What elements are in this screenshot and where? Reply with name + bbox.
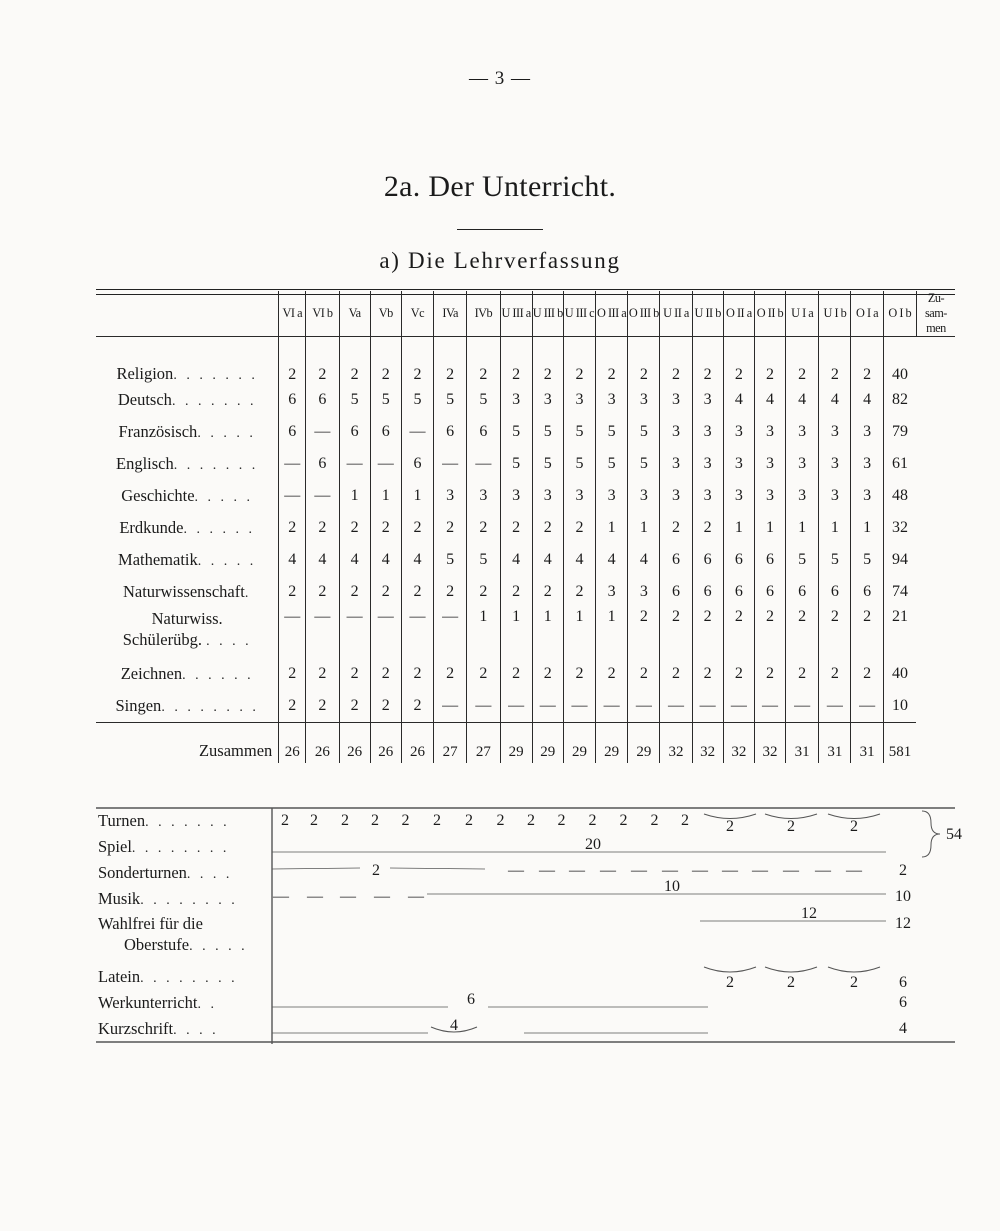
svg-text:2: 2	[787, 974, 795, 991]
svg-text:—: —	[272, 888, 290, 905]
svg-text:—: —	[845, 862, 863, 879]
svg-text:2: 2	[850, 818, 858, 835]
svg-text:2: 2	[850, 974, 858, 991]
svg-text:—: —	[751, 862, 769, 879]
svg-text:54: 54	[946, 826, 962, 843]
svg-text:—: —	[373, 888, 391, 905]
svg-text:2: 2	[899, 862, 907, 879]
svg-text:4: 4	[899, 1020, 907, 1037]
svg-text:6: 6	[467, 991, 475, 1008]
svg-text:—: —	[339, 888, 357, 905]
svg-text:—: —	[306, 888, 324, 905]
svg-text:6: 6	[899, 994, 907, 1011]
svg-text:6: 6	[899, 974, 907, 991]
svg-text:2: 2	[787, 818, 795, 835]
svg-text:—: —	[721, 862, 739, 879]
svg-text:2: 2	[372, 862, 380, 879]
svg-text:—: —	[599, 862, 617, 879]
svg-text:—: —	[538, 862, 556, 879]
svg-text:—: —	[507, 862, 525, 879]
svg-text:12: 12	[801, 905, 817, 922]
svg-text:20: 20	[585, 836, 601, 853]
svg-text:10: 10	[895, 888, 911, 905]
svg-text:—: —	[630, 862, 648, 879]
svg-text:12: 12	[895, 915, 911, 932]
svg-text:10: 10	[664, 878, 680, 895]
svg-text:—: —	[661, 862, 679, 879]
svg-text:4: 4	[450, 1017, 458, 1034]
svg-text:—: —	[407, 888, 425, 905]
svg-text:—: —	[814, 862, 832, 879]
svg-text:2: 2	[726, 974, 734, 991]
svg-text:2: 2	[726, 818, 734, 835]
svg-text:—: —	[568, 862, 586, 879]
svg-text:—: —	[782, 862, 800, 879]
svg-text:—: —	[691, 862, 709, 879]
